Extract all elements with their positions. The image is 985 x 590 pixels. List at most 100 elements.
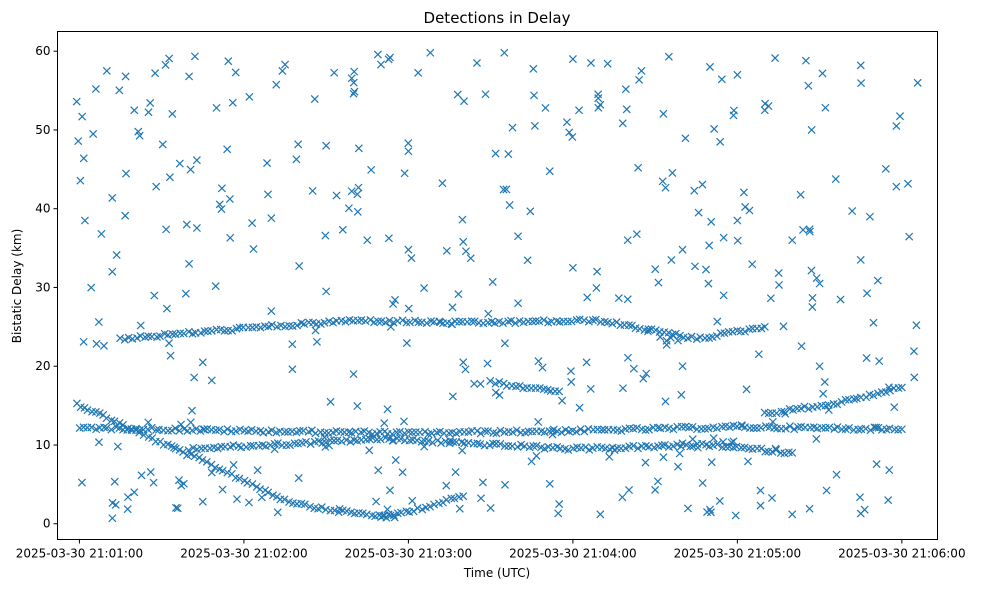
y-tick-label: 50 [35,123,50,137]
track-point [897,425,906,434]
track-point [749,424,758,433]
scatter-point [87,283,96,292]
track-point [376,435,385,444]
scatter-point [294,140,303,149]
track-point [498,319,507,328]
track-point [432,428,441,437]
track-point [455,317,464,326]
scatter-point [186,165,195,174]
scatter-point [354,144,363,153]
scatter-point [651,265,660,274]
scatter-point [458,215,467,224]
scatter-point [363,236,372,245]
track-point [235,323,244,332]
scatter-point [586,384,595,393]
scatter-point [592,283,601,292]
track-point [244,323,253,332]
scatter-point [349,370,358,379]
scatter-point [558,396,567,405]
scatter-point [176,420,186,429]
scatter-point [729,437,738,446]
scatter-point [654,278,663,287]
scatter-point [788,236,797,245]
track-point [713,440,722,449]
scatter-point [278,66,287,75]
track-point [273,439,282,448]
scatter-point [72,97,81,106]
scatter-point [295,262,304,271]
scatter-point [288,365,297,374]
scatter-point [414,68,423,77]
scatter-point [836,295,845,304]
scatter-point [374,466,383,475]
track-point [427,317,436,326]
scatter-point [637,66,646,75]
track-point [580,427,589,436]
track-point [677,422,686,431]
scatter-point [79,337,88,346]
track-point [576,425,585,434]
scatter-point [623,353,632,362]
track-point [669,442,678,451]
scatter-point [185,72,194,81]
scatter-point [217,205,226,214]
track-point [476,429,485,438]
scatter-point [912,321,921,330]
track-point [504,317,513,326]
scatter-point [642,369,651,378]
scatter-point [706,508,715,517]
scatter-point [799,225,808,234]
scatter-point [534,357,543,366]
scatter-point [681,134,690,143]
scatter-point [253,466,262,475]
track-point [866,426,875,435]
scatter-point [373,50,382,59]
scatter-point [94,318,103,327]
track-point [489,428,498,437]
scatter-point [491,388,500,397]
scatter-point [499,185,508,194]
scatter-point [162,304,171,313]
track-point [426,502,435,511]
scatter-point [705,241,714,250]
scatter-point [737,421,746,430]
track-point [528,317,537,326]
scatter-point [391,456,400,465]
scatter-point [593,267,602,276]
scatter-point [538,363,547,372]
scatter-point [567,377,576,386]
scatter-point [529,64,538,73]
track-point [761,447,770,456]
scatter-point [610,446,619,455]
scatter-point [404,304,413,313]
scatter-point [347,187,356,196]
track-point [771,445,781,454]
track-point [211,426,220,435]
track-point [300,500,309,509]
scatter-point [523,256,532,265]
scatter-point [113,442,122,451]
scatter-point [639,374,648,383]
scatter-point [76,176,85,185]
scatter-point [713,317,722,326]
track-point [164,426,173,435]
scatter-point [192,223,201,233]
scatter-point [703,508,712,517]
track-point [413,504,422,513]
scatter-point [514,232,523,241]
scatter-point [442,481,451,490]
scatter-point [701,265,711,274]
scatter-point [632,230,641,239]
scatter-point [344,204,353,213]
y-tick-label: 0 [43,517,51,531]
scatter-point [321,231,330,240]
scatter-point [74,137,83,146]
track-point [147,423,156,432]
scatter-point [182,220,191,229]
scatter-point [168,109,177,118]
scatter-point [199,425,208,434]
track-point [506,316,515,325]
scatter-point [350,87,359,96]
track-point [176,329,185,338]
scatter-point [788,510,797,519]
